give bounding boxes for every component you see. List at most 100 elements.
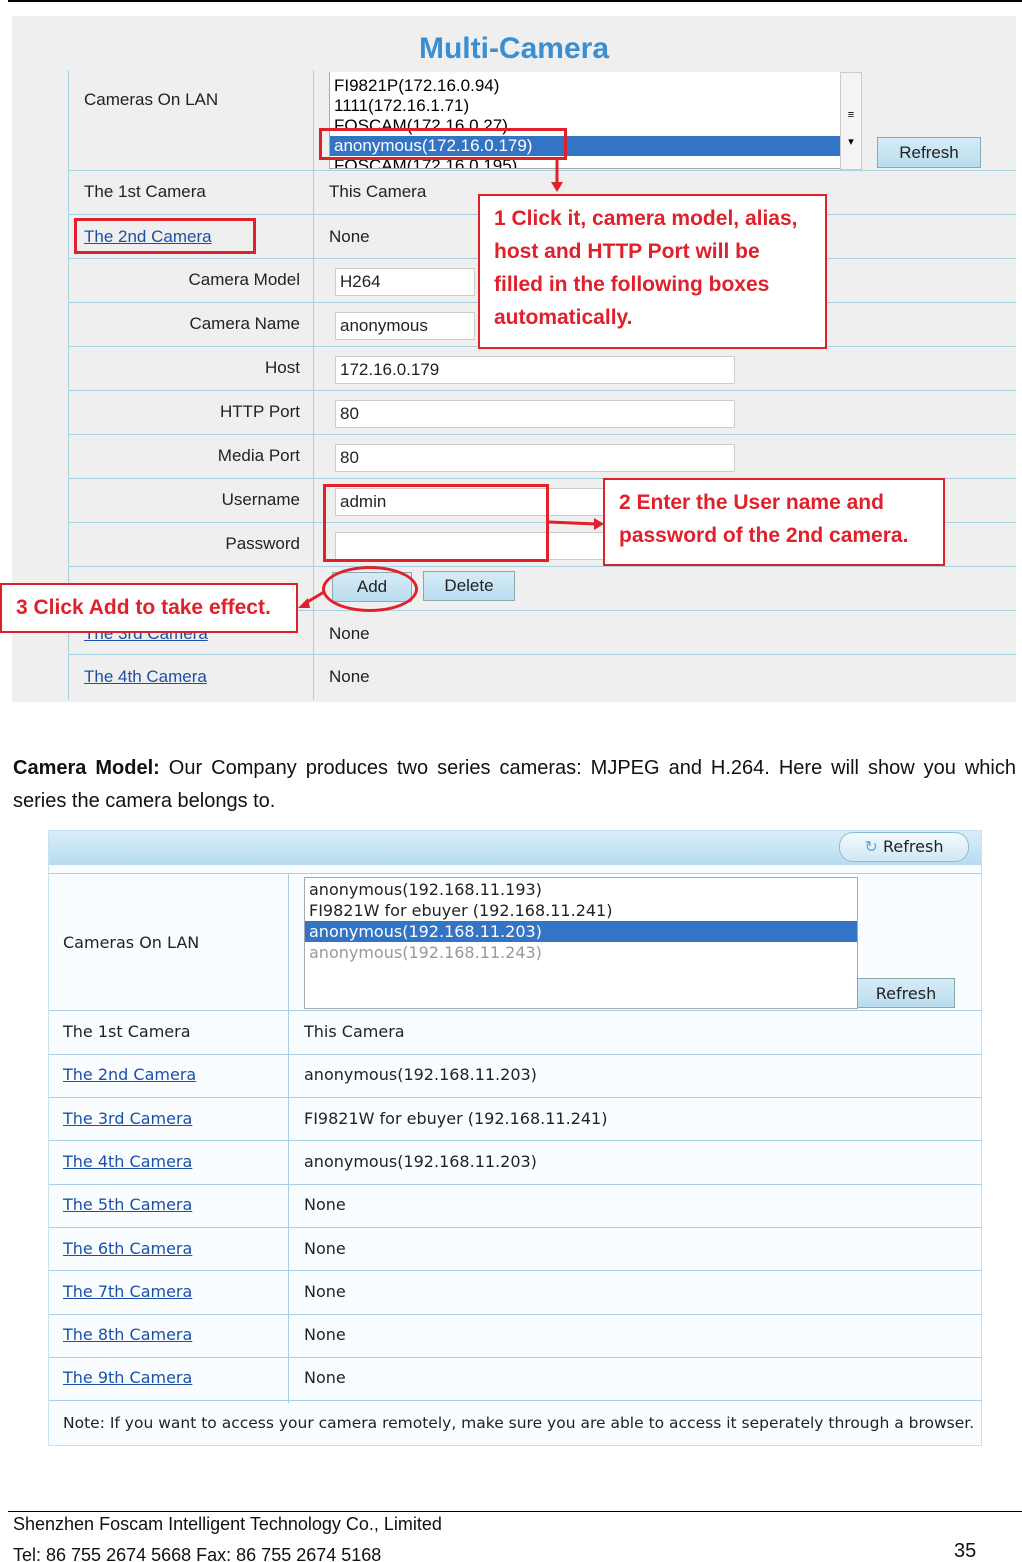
row-divider <box>49 1054 981 1055</box>
fourth-camera-link[interactable]: The 4th Camera <box>84 667 207 686</box>
paragraph-term: Camera Model: <box>13 757 160 779</box>
camera-slot-value: None <box>304 1281 346 1301</box>
list-item[interactable]: FI9821P(172.16.0.94) <box>334 76 500 95</box>
row-divider <box>49 1227 981 1228</box>
field-input[interactable]: 80 <box>335 400 735 428</box>
page-number: 35 <box>954 1540 977 1562</box>
row-divider <box>49 1010 981 1011</box>
top-rule <box>8 0 1022 2</box>
camera-slot-label[interactable]: The 6th Camera <box>63 1238 193 1258</box>
row-divider <box>49 1314 981 1315</box>
field-input[interactable]: 172.16.0.179 <box>335 356 735 384</box>
field-label: Camera Name <box>189 314 300 333</box>
field-label: Camera Model <box>188 270 301 289</box>
camera-slot-value: None <box>304 1368 346 1388</box>
camera-slot-label[interactable]: The 5th Camera <box>63 1195 193 1215</box>
row-divider <box>68 390 1016 391</box>
camera-slot-value: anonymous(192.168.11.203) <box>304 1151 537 1171</box>
list-item[interactable]: FI9821W for ebuyer (192.168.11.241) <box>309 901 613 920</box>
second-camera-link[interactable]: The 2nd Camera <box>84 227 212 246</box>
scroll-grip-icon: ≡ <box>847 109 855 121</box>
list-item[interactable]: anonymous(192.168.11.243) <box>309 943 542 962</box>
row-divider <box>68 566 1016 567</box>
field-input[interactable]: H264 <box>335 268 475 296</box>
callout-2: 2 Enter the User name and password of th… <box>603 478 945 566</box>
list-item[interactable]: anonymous(192.168.11.203) <box>305 921 857 942</box>
camera-slot-value: FI9821W for ebuyer (192.168.11.241) <box>304 1108 608 1128</box>
row-divider <box>49 1140 981 1141</box>
callout-3: 3 Click Add to take effect. <box>0 583 298 633</box>
field-label: HTTP Port <box>220 402 300 421</box>
camera-slot-label[interactable]: The 9th Camera <box>63 1368 193 1388</box>
refresh-button[interactable]: Refresh <box>857 978 955 1008</box>
camera-slot-label: The 1st Camera <box>63 1022 191 1041</box>
camera-slot-value: None <box>304 1325 346 1345</box>
credentials-highlight <box>323 484 549 562</box>
callout-arrows <box>298 160 604 608</box>
field-input[interactable]: anonymous <box>335 312 475 340</box>
camera-slot-value: None <box>304 1195 346 1215</box>
field-label: Password <box>225 534 300 553</box>
column-divider <box>288 873 289 1403</box>
cameras-on-lan-label: Cameras On LAN <box>84 90 219 109</box>
field-label: Username <box>221 490 300 509</box>
header-bar <box>49 831 981 865</box>
row-divider <box>49 873 981 874</box>
camera-slot-value: This Camera <box>304 1022 405 1041</box>
row-divider <box>49 1097 981 1098</box>
highlight-box <box>74 218 256 254</box>
column-divider <box>313 70 314 700</box>
first-camera-label: The 1st Camera <box>84 182 206 201</box>
paragraph-text: Our Company produces two series cameras:… <box>13 757 1016 812</box>
row-divider <box>49 1400 981 1401</box>
refresh-icon: ↻ <box>864 837 884 856</box>
cameras-on-lan-label: Cameras On LAN <box>63 933 200 952</box>
refresh-button[interactable]: Refresh <box>877 137 981 168</box>
camera-slot-value: anonymous(192.168.11.203) <box>304 1065 537 1085</box>
camera-slot-label[interactable]: The 2nd Camera <box>63 1065 197 1085</box>
footer-company: Shenzhen Foscam Intelligent Technology C… <box>13 1514 442 1534</box>
callout-1: 1 Click it, camera model, alias, host an… <box>478 194 827 349</box>
header-refresh-label: Refresh <box>883 837 944 856</box>
multi-camera-screenshot-2: ↻ Refresh Cameras On LAN anonymous(192.1… <box>48 830 982 1446</box>
camera-model-paragraph: Camera Model: Our Company produces two s… <box>13 752 1016 818</box>
row-divider <box>49 1357 981 1358</box>
row-divider <box>49 1270 981 1271</box>
table-border <box>68 70 69 700</box>
page-title: Multi-Camera <box>418 32 610 65</box>
field-label: Media Port <box>217 446 300 465</box>
list-item[interactable]: 1111(172.16.1.71) <box>334 96 470 115</box>
camera-slot-label[interactable]: The 3rd Camera <box>63 1108 193 1128</box>
row-divider <box>68 478 1016 479</box>
highlight-box <box>319 128 567 160</box>
row-divider <box>68 170 1016 171</box>
field-label: Host <box>265 358 300 377</box>
scroll-down-icon: ▾ <box>848 136 854 148</box>
second-camera-value: None <box>329 227 370 246</box>
fourth-camera-value: None <box>329 667 370 686</box>
camera-slot-label[interactable]: The 4th Camera <box>63 1151 193 1171</box>
camera-slot-value: None <box>304 1238 346 1258</box>
third-camera-value: None <box>329 624 370 643</box>
add-highlight-circle <box>322 566 418 612</box>
header-refresh-button[interactable]: ↻ Refresh <box>839 832 969 862</box>
field-input[interactable]: 80 <box>335 444 735 472</box>
multi-camera-screenshot: Multi-Camera Cameras On LAN FI9821P(172.… <box>0 16 1016 702</box>
list-item[interactable]: anonymous(192.168.11.193) <box>309 880 542 899</box>
row-divider <box>68 654 1016 655</box>
list-scrollbar[interactable]: ≡ ▾ <box>840 72 862 170</box>
row-divider <box>68 610 1016 611</box>
row-divider <box>68 522 1016 523</box>
row-divider <box>68 434 1016 435</box>
footer-rule <box>8 1511 1022 1512</box>
lan-camera-list[interactable]: anonymous(192.168.11.193) FI9821W for ebu… <box>304 877 858 1009</box>
remote-access-note: Note: If you want to access your camera … <box>63 1414 975 1432</box>
delete-button[interactable]: Delete <box>423 571 515 601</box>
camera-slot-label[interactable]: The 7th Camera <box>63 1281 193 1301</box>
list-item[interactable]: anonymous(172.16.0.179) <box>330 136 840 156</box>
first-camera-value: This Camera <box>329 182 427 201</box>
row-divider <box>49 1184 981 1185</box>
footer-contact: Tel: 86 755 2674 5668 Fax: 86 755 2674 5… <box>13 1545 382 1562</box>
camera-slot-label[interactable]: The 8th Camera <box>63 1325 193 1345</box>
